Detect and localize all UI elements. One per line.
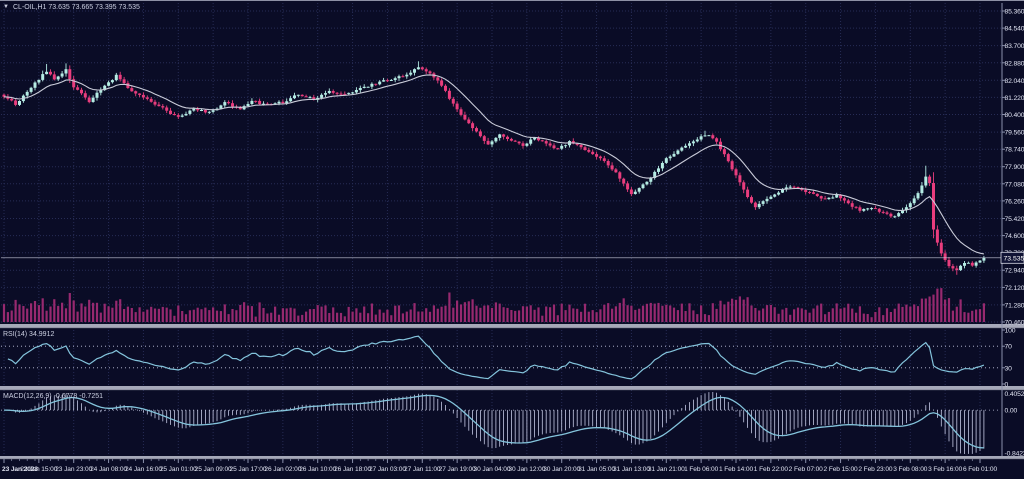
macd-pane — [1, 392, 1001, 454]
svg-text:6 Feb 01:00: 6 Feb 01:00 — [963, 466, 998, 473]
price-axis: 85.360 84.540 83.700 82.880 82.040 81.220 80.4… — [1001, 3, 1024, 458]
svg-text:26 Jan 02:00: 26 Jan 02:00 — [264, 466, 301, 473]
pane-separator — [0, 324, 1024, 329]
grid-lines — [1, 3, 1001, 456]
svg-text:0.00: 0.00 — [1005, 408, 1018, 415]
svg-text:1 Feb 06:00: 1 Feb 06:00 — [684, 466, 719, 473]
svg-text:72.940: 72.940 — [1005, 268, 1024, 275]
svg-text:76.260: 76.260 — [1005, 198, 1024, 205]
svg-text:31 Jan 13:00: 31 Jan 13:00 — [613, 466, 650, 473]
svg-text:82.040: 82.040 — [1005, 78, 1024, 85]
pane-separator — [0, 386, 1024, 391]
candles — [2, 61, 986, 275]
svg-text:23 Jan 23:00: 23 Jan 23:00 — [55, 466, 92, 473]
svg-text:3 Feb 08:00: 3 Feb 08:00 — [893, 466, 928, 473]
macd-indicator-label: MACD(12,26,9) -0.6778 -0.7251 — [3, 393, 103, 400]
svg-text:79.560: 79.560 — [1005, 130, 1024, 137]
svg-text:1 Feb 22:00: 1 Feb 22:00 — [754, 466, 789, 473]
svg-text:24 Jan 16:00: 24 Jan 16:00 — [125, 466, 162, 473]
rsi-indicator-label: RSI(14) 34.9912 — [3, 331, 55, 338]
svg-text:80.400: 80.400 — [1005, 112, 1024, 119]
svg-text:25 Jan 17:00: 25 Jan 17:00 — [230, 466, 267, 473]
svg-text:0.4052: 0.4052 — [1005, 391, 1024, 398]
svg-text:85.360: 85.360 — [1005, 9, 1024, 16]
svg-text:82.880: 82.880 — [1005, 60, 1024, 67]
svg-text:1 Feb 14:00: 1 Feb 14:00 — [719, 466, 754, 473]
svg-text:25 Jan 09:00: 25 Jan 09:00 — [195, 466, 232, 473]
svg-text:23 Jan 2023: 23 Jan 2023 — [2, 466, 38, 473]
svg-text:100: 100 — [1005, 328, 1016, 335]
svg-text:81.220: 81.220 — [1005, 95, 1024, 102]
svg-text:83.700: 83.700 — [1005, 43, 1024, 50]
svg-text:70: 70 — [1005, 344, 1013, 351]
svg-text:77.080: 77.080 — [1005, 181, 1024, 188]
svg-text:70.460: 70.460 — [1005, 320, 1024, 327]
svg-text:77.900: 77.900 — [1005, 164, 1024, 171]
svg-text:30 Jan 04:00: 30 Jan 04:00 — [474, 466, 511, 473]
svg-text:30 Jan 20:00: 30 Jan 20:00 — [543, 466, 580, 473]
svg-text:-0.8423: -0.8423 — [1005, 451, 1024, 458]
svg-text:23 Jan 15:00: 23 Jan 15:00 — [20, 466, 57, 473]
svg-text:78.740: 78.740 — [1005, 147, 1024, 154]
svg-text:27 Jan 19:00: 27 Jan 19:00 — [439, 466, 476, 473]
volume-bars — [2, 288, 985, 322]
svg-text:3 Feb 16:00: 3 Feb 16:00 — [928, 466, 963, 473]
svg-text:27 Jan 11:00: 27 Jan 11:00 — [404, 466, 441, 473]
svg-text:2 Feb 07:00: 2 Feb 07:00 — [789, 466, 824, 473]
svg-text:24 Jan 08:00: 24 Jan 08:00 — [90, 466, 127, 473]
svg-text:26 Jan 18:00: 26 Jan 18:00 — [334, 466, 371, 473]
pane-separator — [0, 456, 1024, 460]
svg-text:72.120: 72.120 — [1005, 285, 1024, 292]
svg-text:74.600: 74.600 — [1005, 233, 1024, 240]
svg-text:2 Feb 23:00: 2 Feb 23:00 — [858, 466, 893, 473]
svg-text:27 Jan 03:00: 27 Jan 03:00 — [369, 466, 406, 473]
svg-text:30: 30 — [1005, 365, 1013, 372]
svg-text:75.420: 75.420 — [1005, 216, 1024, 223]
svg-text:0: 0 — [1005, 382, 1009, 389]
svg-text:30 Jan 12:00: 30 Jan 12:00 — [508, 466, 545, 473]
svg-text:2 Feb 15:00: 2 Feb 15:00 — [824, 466, 859, 473]
svg-text:73.535: 73.535 — [1004, 256, 1024, 263]
rsi-pane — [1, 335, 1001, 380]
current-price-badge: 73.535 — [1000, 251, 1024, 264]
svg-text:25 Jan 01:00: 25 Jan 01:00 — [160, 466, 197, 473]
symbol-ohlc-title: CL-OIL,H1 73.635 73.665 73.395 73.535 — [13, 4, 140, 11]
svg-text:26 Jan 10:00: 26 Jan 10:00 — [299, 466, 336, 473]
svg-text:31 Jan 21:00: 31 Jan 21:00 — [648, 466, 685, 473]
svg-text:31 Jan 05:00: 31 Jan 05:00 — [578, 466, 615, 473]
svg-text:71.280: 71.280 — [1005, 302, 1024, 309]
chevron-down-icon[interactable]: ▼ — [3, 4, 9, 10]
ma-line — [3, 74, 984, 255]
svg-text:84.540: 84.540 — [1005, 26, 1024, 33]
